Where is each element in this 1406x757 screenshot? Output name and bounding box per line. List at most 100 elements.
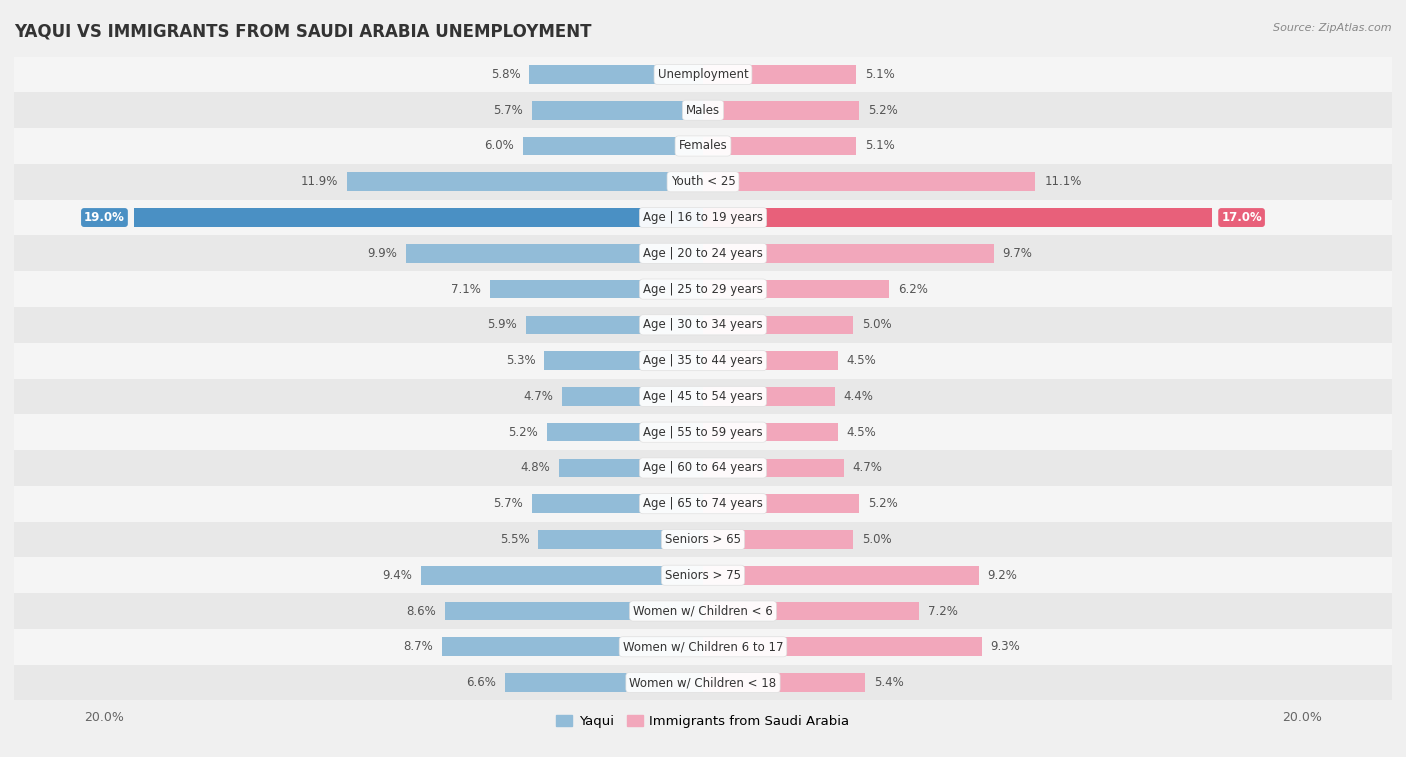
- Text: Unemployment: Unemployment: [658, 68, 748, 81]
- Bar: [14, 271, 1392, 307]
- Text: 5.1%: 5.1%: [865, 68, 894, 81]
- Bar: [529, 65, 703, 84]
- Text: 4.8%: 4.8%: [520, 462, 550, 475]
- Text: 5.2%: 5.2%: [868, 497, 897, 510]
- Text: 5.7%: 5.7%: [494, 497, 523, 510]
- Bar: [544, 351, 703, 370]
- Bar: [14, 629, 1392, 665]
- Text: Age | 60 to 64 years: Age | 60 to 64 years: [643, 462, 763, 475]
- Text: Age | 35 to 44 years: Age | 35 to 44 years: [643, 354, 763, 367]
- Bar: [422, 566, 703, 584]
- Bar: [703, 173, 1035, 191]
- Bar: [14, 128, 1392, 164]
- Bar: [14, 450, 1392, 486]
- Bar: [14, 557, 1392, 593]
- Bar: [703, 494, 859, 513]
- Text: 7.1%: 7.1%: [451, 282, 481, 295]
- Bar: [703, 673, 865, 692]
- Text: 5.1%: 5.1%: [865, 139, 894, 152]
- Bar: [703, 459, 844, 477]
- Bar: [14, 307, 1392, 343]
- Bar: [538, 530, 703, 549]
- Text: Age | 30 to 34 years: Age | 30 to 34 years: [643, 319, 763, 332]
- Text: 9.7%: 9.7%: [1002, 247, 1032, 260]
- Bar: [560, 459, 703, 477]
- Text: 9.3%: 9.3%: [991, 640, 1021, 653]
- Text: 17.0%: 17.0%: [1222, 211, 1263, 224]
- Text: 9.4%: 9.4%: [382, 569, 412, 581]
- Bar: [14, 343, 1392, 378]
- Bar: [14, 522, 1392, 557]
- Bar: [505, 673, 703, 692]
- Text: 5.7%: 5.7%: [494, 104, 523, 117]
- Bar: [14, 378, 1392, 414]
- Text: 8.7%: 8.7%: [404, 640, 433, 653]
- Bar: [703, 316, 853, 334]
- Text: 7.2%: 7.2%: [928, 605, 957, 618]
- Text: 19.0%: 19.0%: [84, 211, 125, 224]
- Text: 6.0%: 6.0%: [485, 139, 515, 152]
- Bar: [533, 101, 703, 120]
- Text: Age | 20 to 24 years: Age | 20 to 24 years: [643, 247, 763, 260]
- Bar: [703, 602, 918, 620]
- Text: 5.4%: 5.4%: [873, 676, 904, 689]
- Text: Seniors > 65: Seniors > 65: [665, 533, 741, 546]
- Text: Age | 25 to 29 years: Age | 25 to 29 years: [643, 282, 763, 295]
- Text: 4.7%: 4.7%: [853, 462, 883, 475]
- Text: Youth < 25: Youth < 25: [671, 176, 735, 188]
- Legend: Yaqui, Immigrants from Saudi Arabia: Yaqui, Immigrants from Saudi Arabia: [551, 709, 855, 734]
- Text: YAQUI VS IMMIGRANTS FROM SAUDI ARABIA UNEMPLOYMENT: YAQUI VS IMMIGRANTS FROM SAUDI ARABIA UN…: [14, 23, 592, 41]
- Text: 4.7%: 4.7%: [523, 390, 553, 403]
- Text: Age | 65 to 74 years: Age | 65 to 74 years: [643, 497, 763, 510]
- Text: 4.5%: 4.5%: [846, 425, 876, 438]
- Bar: [703, 530, 853, 549]
- Bar: [14, 235, 1392, 271]
- Text: 5.2%: 5.2%: [868, 104, 897, 117]
- Bar: [443, 637, 703, 656]
- Bar: [703, 244, 994, 263]
- Text: 6.6%: 6.6%: [467, 676, 496, 689]
- Bar: [523, 137, 703, 155]
- Text: 4.5%: 4.5%: [846, 354, 876, 367]
- Text: 6.2%: 6.2%: [897, 282, 928, 295]
- Bar: [703, 351, 838, 370]
- Bar: [14, 486, 1392, 522]
- Bar: [703, 423, 838, 441]
- Text: 5.9%: 5.9%: [488, 319, 517, 332]
- Bar: [14, 57, 1392, 92]
- Bar: [703, 637, 981, 656]
- Text: Males: Males: [686, 104, 720, 117]
- Bar: [547, 423, 703, 441]
- Text: Females: Females: [679, 139, 727, 152]
- Bar: [14, 414, 1392, 450]
- Text: 9.9%: 9.9%: [367, 247, 398, 260]
- Bar: [14, 164, 1392, 200]
- Bar: [14, 200, 1392, 235]
- Text: Age | 45 to 54 years: Age | 45 to 54 years: [643, 390, 763, 403]
- Text: 8.6%: 8.6%: [406, 605, 436, 618]
- Bar: [562, 387, 703, 406]
- Bar: [533, 494, 703, 513]
- Bar: [703, 208, 1212, 227]
- Bar: [14, 92, 1392, 128]
- Text: 5.8%: 5.8%: [491, 68, 520, 81]
- Text: Seniors > 75: Seniors > 75: [665, 569, 741, 581]
- Bar: [14, 665, 1392, 700]
- Bar: [346, 173, 703, 191]
- Text: 5.0%: 5.0%: [862, 319, 891, 332]
- Bar: [406, 244, 703, 263]
- Bar: [703, 137, 856, 155]
- Bar: [703, 65, 856, 84]
- Text: 5.3%: 5.3%: [506, 354, 536, 367]
- Text: Women w/ Children < 6: Women w/ Children < 6: [633, 605, 773, 618]
- Text: 4.4%: 4.4%: [844, 390, 873, 403]
- Text: 11.9%: 11.9%: [301, 176, 337, 188]
- Text: 5.0%: 5.0%: [862, 533, 891, 546]
- Bar: [703, 101, 859, 120]
- Text: Age | 16 to 19 years: Age | 16 to 19 years: [643, 211, 763, 224]
- Bar: [703, 387, 835, 406]
- Text: 5.5%: 5.5%: [499, 533, 529, 546]
- Text: 9.2%: 9.2%: [987, 569, 1018, 581]
- Bar: [703, 280, 889, 298]
- Bar: [526, 316, 703, 334]
